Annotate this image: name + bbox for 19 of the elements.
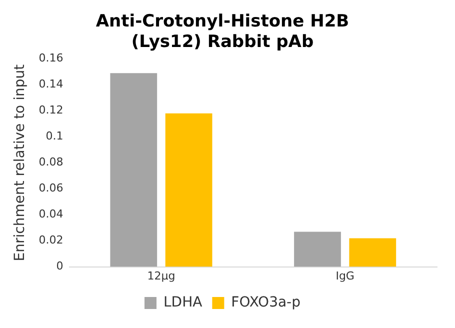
legend-label: LDHA: [164, 294, 203, 311]
y-tick-label: 0.04: [38, 208, 64, 221]
legend-label: FOXO3a-p: [231, 294, 301, 311]
y-tick-label: 0: [56, 260, 64, 273]
chart-title: Anti-Crotonyl-Histone H2B (Lys12) Rabbit pAb: [96, 12, 350, 52]
bar: [165, 113, 212, 267]
y-tick-label: 0.08: [38, 156, 64, 169]
y-tick-label: 0.14: [38, 78, 64, 91]
y-tick-label: 0.06: [38, 182, 64, 195]
y-tick-label: 0.16: [38, 52, 64, 65]
y-tick-label: 0.1: [46, 130, 64, 143]
x-tick-label: 12μg: [147, 269, 176, 282]
y-tick-label: 0.12: [38, 104, 64, 117]
bar: [110, 73, 158, 267]
y-tick-label: 0.02: [38, 234, 64, 247]
y-axis-title: Enrichment relative to input: [12, 64, 28, 262]
x-tick-label: IgG: [336, 269, 354, 282]
bar: [294, 232, 341, 267]
bar: [349, 238, 396, 267]
